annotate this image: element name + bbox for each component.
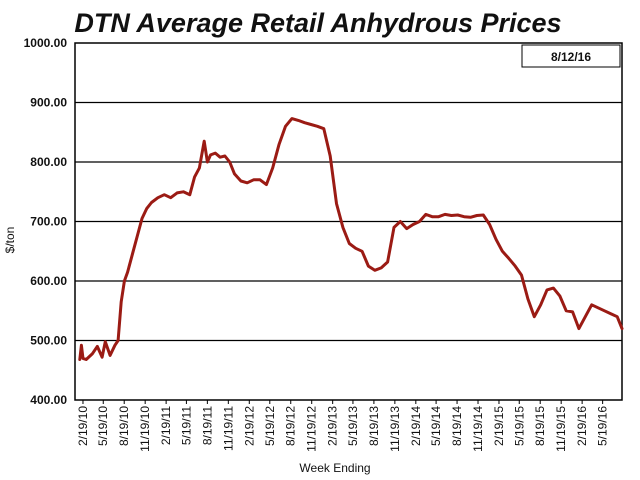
y-tick-label: 700.00 — [30, 215, 67, 229]
series-group — [78, 117, 624, 361]
x-tick-label: 11/19/11 — [221, 406, 235, 451]
series-line — [78, 117, 624, 361]
x-tick-label: 2/19/13 — [326, 406, 340, 446]
y-tick-label: 1000.00 — [24, 36, 68, 50]
x-tick-label: 8/19/10 — [117, 406, 131, 446]
x-tick-label: 11/19/13 — [388, 406, 402, 452]
date-box — [521, 44, 621, 68]
y-tick-label: 400.00 — [30, 393, 67, 407]
x-tick-label: 5/19/16 — [596, 406, 610, 446]
x-tick-label: 2/19/11 — [159, 406, 173, 445]
x-tick-label: 5/19/14 — [429, 406, 443, 446]
y-tick-label: 600.00 — [30, 274, 67, 288]
x-tick-label: 2/19/16 — [575, 406, 589, 446]
x-tick-label: 8/19/12 — [284, 406, 298, 446]
plot-frame — [74, 42, 623, 401]
x-tick-label: 2/19/12 — [242, 406, 256, 446]
x-tick-label: 11/19/12 — [305, 406, 319, 452]
x-tick-label: 2/19/14 — [409, 406, 423, 446]
x-tick-label: 5/19/13 — [346, 406, 360, 446]
x-axis-label: Week Ending — [299, 461, 370, 475]
y-axis-ticks: 400.00 500.00 600.00 700.00 800.00 900.00 1000… — [24, 36, 68, 407]
x-tick-label: 8/19/15 — [533, 406, 547, 446]
y-axis-label: $/ton — [3, 227, 17, 254]
x-tick-label: 11/19/15 — [554, 406, 568, 452]
y-tick-label: 900.00 — [30, 96, 67, 110]
x-tick-label: 11/19/10 — [138, 406, 152, 452]
date-label: 8/12/16 — [551, 50, 591, 64]
x-tick-label: 5/19/15 — [512, 406, 526, 446]
x-tick-label: 2/19/15 — [492, 406, 506, 446]
x-tick-label: 11/19/14 — [471, 406, 485, 452]
x-tick-label: 8/19/11 — [200, 406, 214, 445]
x-tick-label: 8/19/14 — [450, 406, 464, 446]
x-tick-label: 5/19/10 — [96, 406, 110, 446]
x-tick-label: 5/19/11 — [179, 406, 193, 445]
x-tick-label: 8/19/13 — [367, 406, 381, 446]
gridlines — [75, 101, 622, 342]
y-tick-label: 500.00 — [30, 334, 67, 348]
chart-title: DTN Average Retail Anhydrous Prices — [74, 8, 561, 38]
x-tick-label: 5/19/12 — [263, 406, 277, 446]
y-tick-label: 800.00 — [30, 155, 67, 169]
x-tick-label: 2/19/10 — [76, 406, 90, 446]
x-axis-ticks: 2/19/10 5/19/10 8/19/10 11/19/10 2/19/11 5/19… — [76, 400, 610, 452]
